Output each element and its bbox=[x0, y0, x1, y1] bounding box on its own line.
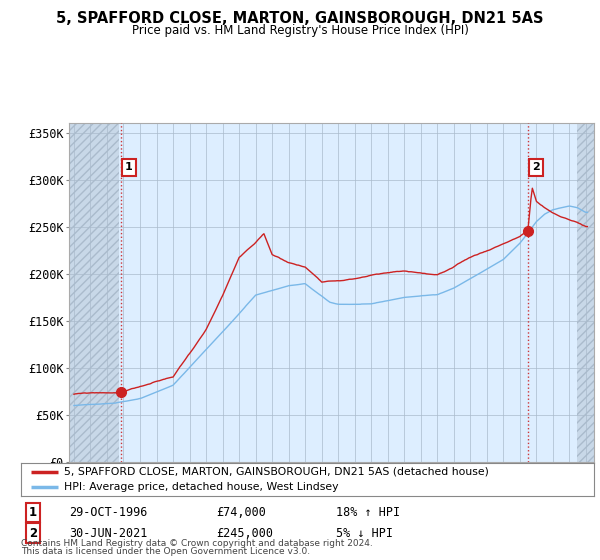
Bar bbox=[69, 123, 119, 462]
Text: 29-OCT-1996: 29-OCT-1996 bbox=[69, 506, 148, 519]
Text: £245,000: £245,000 bbox=[216, 526, 273, 540]
Text: 30-JUN-2021: 30-JUN-2021 bbox=[69, 526, 148, 540]
Text: £74,000: £74,000 bbox=[216, 506, 266, 519]
Text: 1: 1 bbox=[29, 506, 37, 519]
Text: 1: 1 bbox=[125, 162, 133, 172]
Text: 5, SPAFFORD CLOSE, MARTON, GAINSBOROUGH, DN21 5AS (detached house): 5, SPAFFORD CLOSE, MARTON, GAINSBOROUGH,… bbox=[64, 467, 489, 477]
Text: This data is licensed under the Open Government Licence v3.0.: This data is licensed under the Open Gov… bbox=[21, 547, 310, 556]
Text: 2: 2 bbox=[532, 162, 540, 172]
Text: 5% ↓ HPI: 5% ↓ HPI bbox=[336, 526, 393, 540]
Text: HPI: Average price, detached house, West Lindsey: HPI: Average price, detached house, West… bbox=[64, 483, 338, 492]
Text: 5, SPAFFORD CLOSE, MARTON, GAINSBOROUGH, DN21 5AS: 5, SPAFFORD CLOSE, MARTON, GAINSBOROUGH,… bbox=[56, 11, 544, 26]
Text: 18% ↑ HPI: 18% ↑ HPI bbox=[336, 506, 400, 519]
Text: Price paid vs. HM Land Registry's House Price Index (HPI): Price paid vs. HM Land Registry's House … bbox=[131, 24, 469, 36]
Text: 2: 2 bbox=[29, 526, 37, 540]
Text: Contains HM Land Registry data © Crown copyright and database right 2024.: Contains HM Land Registry data © Crown c… bbox=[21, 539, 373, 548]
Bar bbox=[577, 123, 594, 462]
